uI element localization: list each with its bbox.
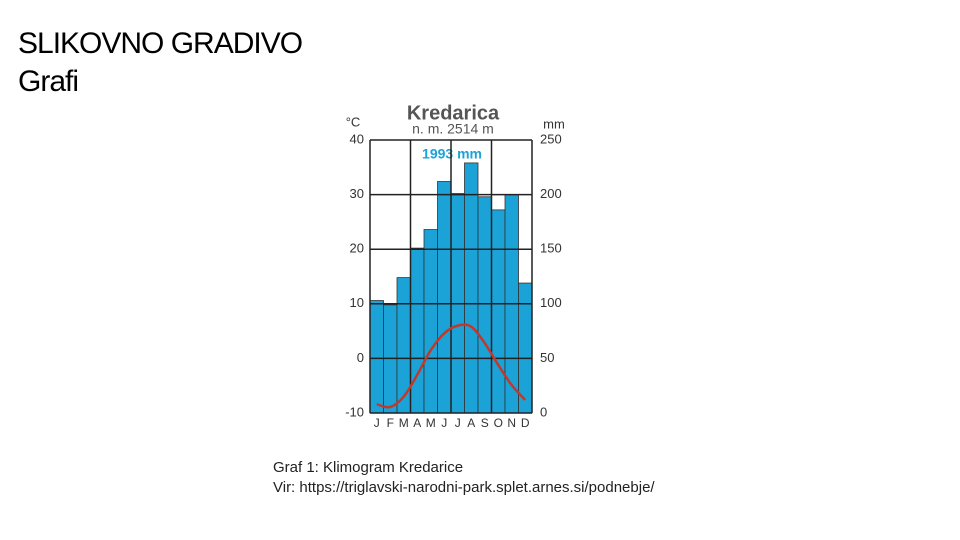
y-tick-label: 20	[350, 241, 364, 256]
caption: Graf 1: Klimogram Kredarice	[273, 459, 464, 476]
y-tick-label: 0	[357, 350, 364, 365]
x-tick-label: F	[387, 416, 394, 430]
bar	[423, 229, 438, 414]
y-tick-label: 10	[350, 295, 364, 310]
y2-tick-label: 100	[540, 295, 562, 310]
bar	[369, 300, 384, 414]
slide-title: SLIKOVNO GRADIVO	[18, 27, 303, 60]
chart-title: Kredarica	[407, 102, 500, 124]
bar	[410, 247, 425, 414]
bar	[491, 209, 506, 414]
source: Vir: https://triglavski-narodni-park.spl…	[273, 479, 655, 496]
y2-axis-label: mm	[543, 116, 565, 131]
temperature-line	[376, 323, 527, 409]
chart-subtitle: n. m. 2514 m	[412, 121, 494, 137]
x-tick-label: J	[441, 416, 447, 430]
bar	[437, 181, 452, 414]
x-tick-label: M	[399, 416, 409, 430]
x-tick-label: J	[455, 416, 461, 430]
y2-tick-label: 150	[540, 241, 562, 256]
bar	[477, 196, 492, 414]
x-tick-label: O	[494, 416, 503, 430]
y2-tick-label: 50	[540, 350, 554, 365]
y2-tick-label: 0	[540, 404, 547, 419]
x-tick-label: A	[467, 416, 475, 430]
x-tick-label: S	[481, 416, 489, 430]
bar	[464, 162, 479, 414]
y-tick-label: -10	[345, 404, 364, 419]
bar	[396, 277, 411, 414]
y-tick-label: 30	[350, 186, 364, 201]
slide-subtitle: Grafi	[18, 65, 79, 98]
x-tick-label: D	[521, 416, 530, 430]
y2-tick-label: 250	[540, 131, 562, 146]
x-tick-label: A	[413, 416, 421, 430]
y2-tick-label: 200	[540, 186, 562, 201]
y-axis-label: °C	[346, 114, 361, 129]
annotation: 1993 mm	[422, 146, 482, 162]
x-tick-label: M	[426, 416, 436, 430]
y-tick-label: 40	[350, 131, 364, 146]
x-tick-label: N	[507, 416, 516, 430]
x-tick-label: J	[374, 416, 380, 430]
